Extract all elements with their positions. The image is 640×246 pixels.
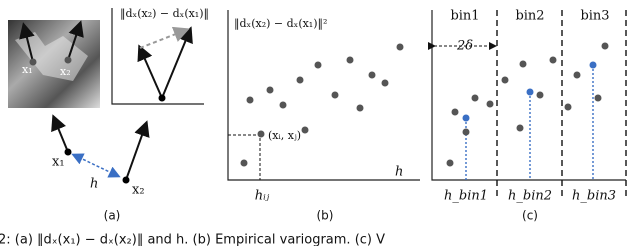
point-label: (xᵢ, xⱼ) bbox=[268, 129, 301, 142]
tick-label: h_bin1 bbox=[444, 189, 488, 204]
figure-caption: 2: (a) ‖dₓ(x₁) − dₓ(x₂)‖ and h. (b) Empi… bbox=[0, 233, 385, 246]
bin-label: bin2 bbox=[515, 9, 544, 24]
point-label: x₂ bbox=[60, 65, 71, 78]
panel-caption: (c) bbox=[522, 209, 538, 223]
inset-label: ‖dₓ(x₂) − dₓ(x₁)‖ bbox=[120, 7, 209, 21]
bin-label: bin1 bbox=[450, 9, 479, 24]
panel-caption: (a) bbox=[104, 209, 121, 223]
point-label: x₁ bbox=[22, 63, 33, 76]
width-label: 2δ bbox=[456, 39, 473, 54]
point-label: x₂ bbox=[132, 183, 145, 198]
point-label: x₁ bbox=[52, 155, 65, 170]
distance-label: h bbox=[90, 177, 98, 192]
axis-label: h bbox=[395, 165, 403, 180]
panel-a: x₁ x₂ ‖dₓ(x₂) − dₓ(x₁)‖ x₁ x₂ h (a) bbox=[8, 7, 209, 223]
scatter-points bbox=[446, 42, 609, 167]
tick-label: h_bin2 bbox=[508, 189, 552, 204]
axis-label: ‖dₓ(x₂) − dₓ(x₁)‖² bbox=[234, 17, 327, 31]
panel-c: bin1 bin2 bin3 2δ h_bin1 h_bin2 h_bin3 (… bbox=[428, 9, 627, 223]
panel-caption: (b) bbox=[317, 209, 334, 223]
scatter-points bbox=[240, 43, 404, 167]
bin-label: bin3 bbox=[580, 9, 609, 24]
tick-label: h_bin3 bbox=[572, 189, 616, 204]
panel-b: ‖dₓ(x₂) − dₓ(x₁)‖² (xᵢ, xⱼ) h hᵢⱼ (b) bbox=[227, 10, 420, 223]
tick-label: hᵢⱼ bbox=[255, 189, 270, 204]
